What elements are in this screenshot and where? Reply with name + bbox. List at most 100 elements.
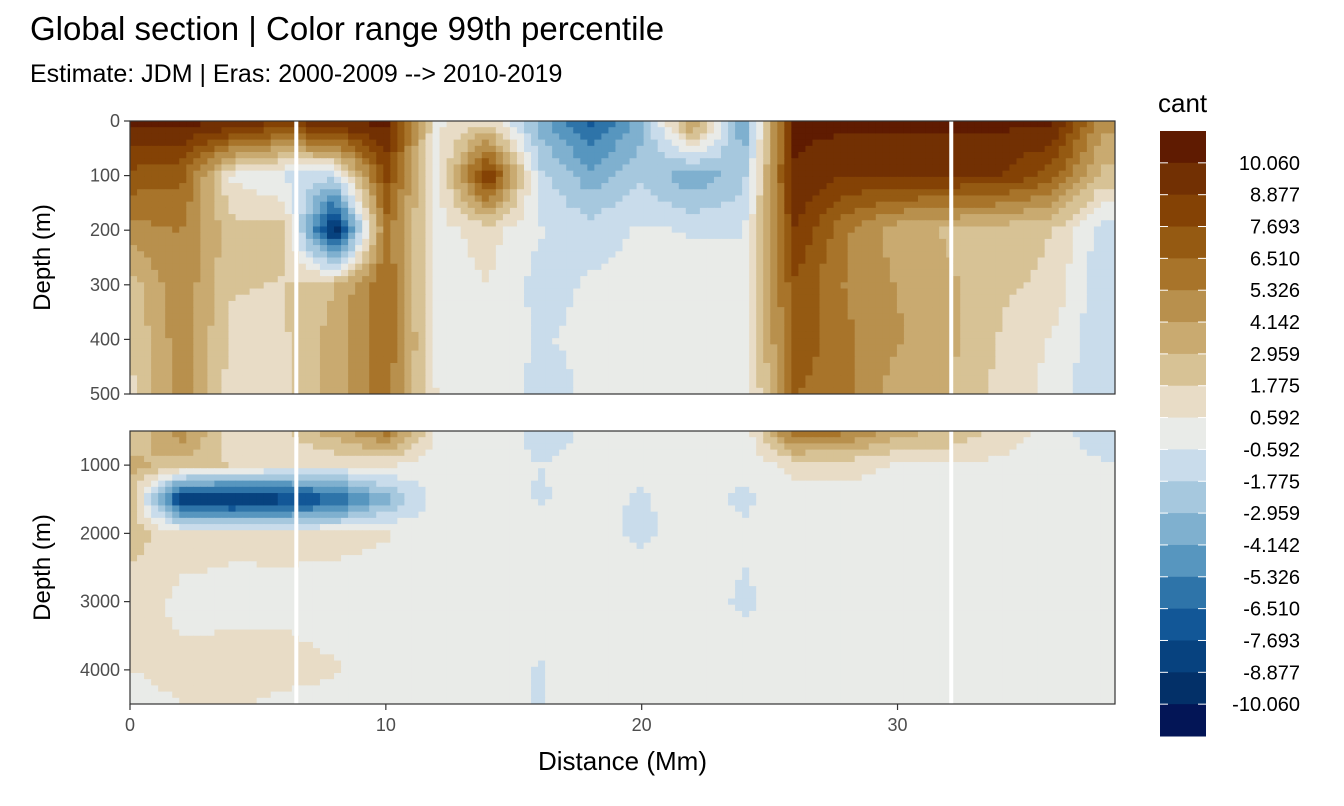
heatmap-cell: [341, 319, 349, 327]
heatmap-cell: [967, 257, 975, 265]
heatmap-cell: [193, 313, 201, 321]
heatmap-cell: [151, 121, 159, 128]
heatmap-cell: [840, 195, 849, 203]
heatmap-cell: [643, 214, 652, 221]
heatmap-cell: [432, 133, 441, 141]
heatmap-cell: [348, 139, 356, 147]
heatmap-cell: [552, 121, 560, 128]
heatmap-cell: [312, 201, 321, 209]
heatmap-cell: [699, 152, 708, 159]
heatmap-cell: [1058, 189, 1067, 197]
heatmap-cell: [643, 121, 652, 128]
heatmap-cell: [889, 331, 898, 339]
heatmap-cell: [228, 170, 237, 178]
heatmap-cell: [130, 133, 138, 141]
heatmap-cell: [439, 331, 448, 339]
heatmap-cell: [425, 214, 434, 221]
heatmap-cell: [348, 183, 356, 190]
heatmap-cell: [509, 152, 518, 159]
heatmap-cell: [474, 325, 483, 333]
heatmap-cell: [932, 288, 940, 296]
heatmap-cell: [735, 226, 743, 234]
heatmap-cell: [629, 232, 638, 240]
heatmap-cell: [1058, 251, 1067, 259]
heatmap-cell: [868, 195, 877, 203]
heatmap-cell: [784, 238, 792, 246]
heatmap-cell: [355, 133, 363, 141]
heatmap-cell: [228, 338, 237, 345]
heatmap-cell: [404, 133, 413, 141]
heatmap-cell: [847, 276, 856, 283]
heatmap-cell: [1058, 288, 1067, 296]
heatmap-cell: [580, 257, 588, 265]
heatmap-cell: [812, 257, 821, 265]
heatmap-cell: [657, 307, 666, 314]
heatmap-cell: [981, 176, 989, 184]
heatmap-cell: [144, 257, 152, 265]
heatmap-cell: [270, 257, 279, 265]
heatmap-cell: [798, 282, 807, 290]
heatmap-cell: [903, 331, 912, 339]
heatmap-cell: [580, 152, 588, 159]
heatmap-cell: [545, 195, 553, 203]
heatmap-cell: [826, 232, 835, 240]
heatmap-cell: [200, 152, 208, 159]
heatmap-cell: [967, 282, 975, 290]
heatmap-cell: [594, 300, 602, 308]
heatmap-cell: [488, 300, 497, 308]
heatmap-cell: [531, 226, 539, 234]
heatmap-cell: [868, 257, 877, 265]
heatmap-cell: [833, 269, 842, 277]
heatmap-cell: [967, 195, 975, 203]
heatmap-cell: [411, 214, 420, 221]
heatmap-cell: [868, 226, 877, 234]
heatmap-cell: [348, 201, 356, 209]
heatmap-cell: [791, 269, 799, 277]
heatmap-cell: [840, 282, 849, 290]
heatmap-cell: [749, 319, 757, 327]
heatmap-cell: [172, 176, 180, 184]
heatmap-cell: [657, 183, 666, 190]
heatmap-cell: [1002, 269, 1011, 277]
heatmap-cell: [967, 294, 975, 302]
heatmap-cell: [910, 251, 919, 259]
heatmap-cell: [749, 183, 757, 190]
heatmap-cell: [130, 288, 138, 296]
heatmap-cell: [200, 325, 208, 333]
heatmap-cell: [622, 263, 631, 271]
heatmap-cell: [995, 207, 1004, 215]
heatmap-cell: [186, 195, 194, 203]
heatmap-cell: [636, 263, 645, 271]
heatmap-cell: [348, 127, 356, 134]
heatmap-cell: [960, 127, 968, 134]
heatmap-cell: [221, 127, 230, 134]
heatmap-cell: [179, 121, 187, 128]
heatmap-cell: [580, 183, 588, 190]
heatmap-cell: [664, 201, 673, 209]
heatmap-cell: [158, 257, 166, 265]
heatmap-cell: [509, 288, 518, 296]
heatmap-cell: [882, 133, 891, 141]
heatmap-cell: [453, 238, 462, 246]
heatmap-cell: [263, 133, 272, 141]
heatmap-cell: [474, 189, 483, 197]
heatmap-cell: [643, 133, 652, 141]
heatmap-cell: [214, 164, 223, 172]
heatmap-cell: [721, 176, 729, 184]
heatmap-cell: [974, 238, 982, 246]
heatmap-cell: [165, 338, 173, 345]
heatmap-cell: [235, 152, 244, 159]
heatmap-cell: [151, 263, 159, 271]
heatmap-cell: [481, 288, 490, 296]
heatmap-cell: [1100, 294, 1109, 302]
heatmap-cell: [629, 245, 638, 252]
heatmap-cell: [193, 127, 201, 134]
heatmap-cell: [404, 176, 413, 184]
heatmap-cell: [502, 214, 511, 221]
heatmap-cell: [531, 195, 539, 203]
heatmap-cell: [566, 338, 574, 345]
heatmap-cell: [432, 226, 441, 234]
heatmap-cell: [1100, 176, 1109, 184]
heatmap-cell: [854, 164, 863, 172]
heatmap-cell: [348, 294, 356, 302]
